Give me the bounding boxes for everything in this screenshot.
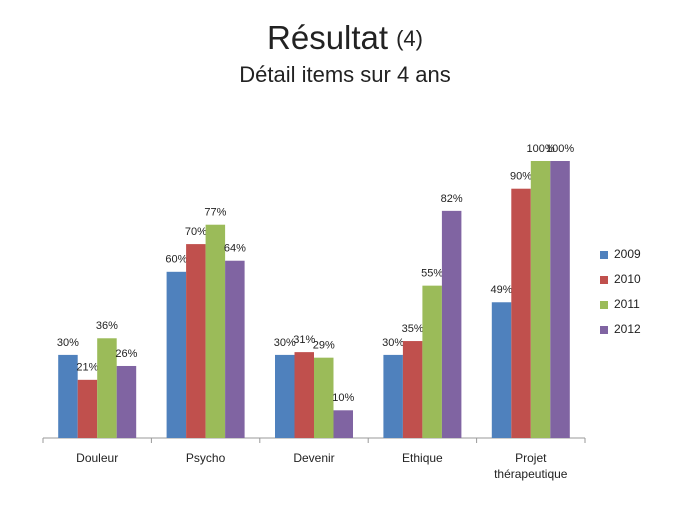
data-label: 70% bbox=[185, 226, 207, 238]
bar bbox=[333, 410, 353, 438]
bar bbox=[511, 188, 531, 438]
data-label: 82% bbox=[441, 193, 463, 205]
data-label: 60% bbox=[165, 254, 187, 266]
bar bbox=[58, 354, 78, 438]
bar bbox=[441, 210, 462, 438]
data-label: 10% bbox=[332, 392, 354, 404]
legend-label: 2011 bbox=[614, 297, 640, 311]
data-label: 30% bbox=[274, 337, 296, 349]
bar bbox=[116, 365, 137, 438]
data-label: 36% bbox=[96, 320, 118, 332]
data-label: 100% bbox=[526, 143, 554, 155]
bar bbox=[186, 244, 206, 438]
legend-label: 2010 bbox=[614, 272, 641, 286]
bar bbox=[422, 285, 442, 438]
chart-title: Résultat (4) bbox=[267, 19, 423, 56]
bar bbox=[225, 260, 245, 438]
bar bbox=[205, 224, 226, 438]
data-label: 77% bbox=[204, 207, 226, 219]
bar bbox=[97, 338, 117, 438]
data-label: 49% bbox=[491, 284, 513, 296]
data-label: 35% bbox=[402, 323, 424, 335]
legend-label: 2012 bbox=[614, 322, 641, 336]
data-label: 100% bbox=[546, 143, 574, 155]
bar bbox=[77, 379, 98, 438]
legend-swatch bbox=[600, 326, 608, 334]
data-label: 55% bbox=[421, 268, 443, 280]
bar bbox=[491, 302, 512, 438]
data-label: 30% bbox=[382, 337, 404, 349]
bar bbox=[294, 352, 314, 438]
legend-label: 2009 bbox=[614, 247, 641, 261]
legend-swatch bbox=[600, 276, 608, 284]
data-label: 64% bbox=[224, 243, 246, 255]
legend-swatch bbox=[600, 301, 608, 309]
data-label: 29% bbox=[313, 340, 335, 352]
data-label: 26% bbox=[115, 348, 137, 360]
bar bbox=[530, 161, 551, 438]
data-label: 90% bbox=[510, 171, 532, 183]
bar bbox=[166, 271, 187, 438]
x-tick-label: Projet thérapeutique bbox=[494, 451, 568, 481]
bar bbox=[550, 161, 570, 438]
x-tick-label: Devenir bbox=[293, 451, 335, 465]
bar bbox=[275, 354, 295, 438]
data-label: 31% bbox=[293, 334, 315, 346]
bar bbox=[314, 357, 334, 438]
x-tick-label: Psycho bbox=[185, 451, 226, 465]
bar bbox=[402, 341, 423, 438]
legend-swatch bbox=[600, 251, 608, 259]
data-label: 30% bbox=[57, 337, 79, 349]
title-main: Résultat bbox=[267, 19, 388, 56]
data-label: 21% bbox=[76, 362, 98, 374]
chart-subtitle: Détail items sur 4 ans bbox=[239, 62, 451, 87]
x-tick-label: Ethique bbox=[402, 451, 443, 465]
title-note: (4) bbox=[396, 26, 423, 51]
x-tick-label: Douleur bbox=[76, 451, 119, 465]
bar bbox=[383, 354, 403, 438]
